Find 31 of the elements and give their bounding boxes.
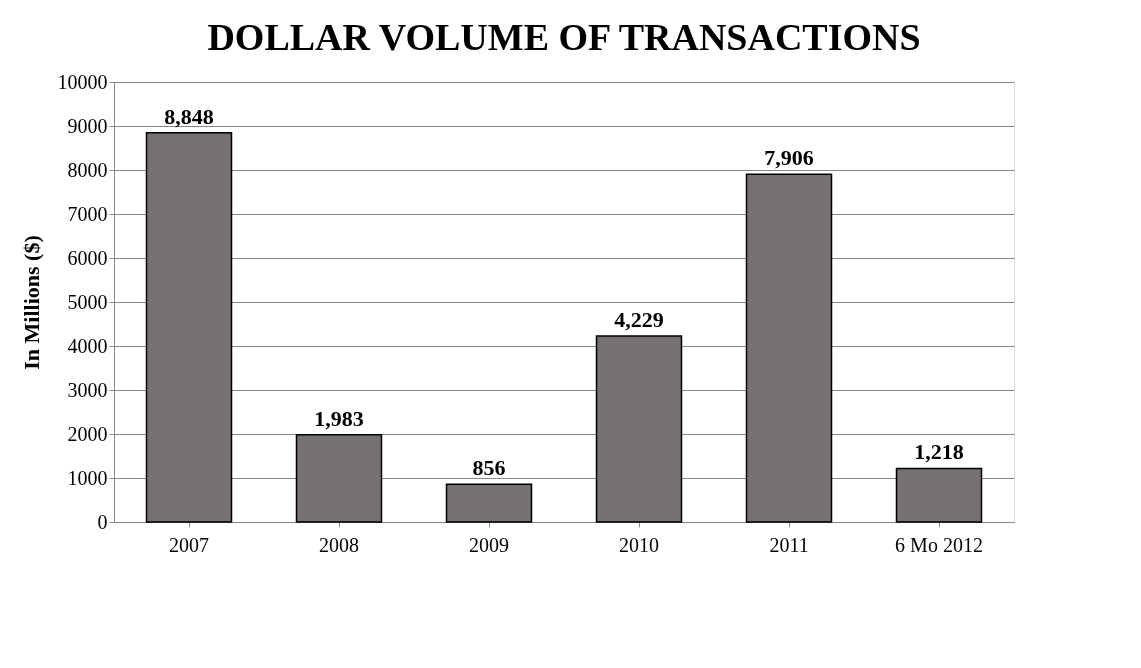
bar <box>445 483 533 523</box>
x-tick-label: 2010 <box>619 533 659 556</box>
y-tick-label: 10000 <box>57 70 108 93</box>
x-tick-label: 2009 <box>469 533 509 556</box>
x-tick-label: 2007 <box>169 533 209 556</box>
data-label: 1,983 <box>314 405 364 431</box>
y-tick-label: 0 <box>97 510 108 533</box>
bar <box>595 335 683 523</box>
bar <box>145 131 233 523</box>
y-tick-label: 8000 <box>67 158 108 181</box>
bar <box>745 173 833 523</box>
x-tick-label: 2008 <box>319 533 359 556</box>
data-label: 856 <box>472 455 506 481</box>
y-tick-label: 3000 <box>67 378 108 401</box>
data-label: 1,218 <box>914 439 964 465</box>
x-tick-label: 6 Mo 2012 <box>895 533 983 556</box>
y-tick-label: 5000 <box>67 290 108 313</box>
chart-title: DOLLAR VOLUME OF TRANSACTIONS <box>207 16 921 58</box>
data-label: 4,229 <box>614 306 664 332</box>
bar <box>295 434 383 523</box>
y-tick-label: 4000 <box>67 334 108 357</box>
y-tick-label: 2000 <box>67 422 108 445</box>
bar <box>895 467 983 523</box>
y-tick-label: 1000 <box>67 466 108 489</box>
y-tick-label: 9000 <box>67 114 108 137</box>
y-axis-title: In Millions ($) <box>18 235 44 370</box>
data-label: 8,848 <box>164 103 214 129</box>
data-label: 7,906 <box>764 145 814 171</box>
x-tick-label: 2011 <box>769 533 809 556</box>
y-tick-label: 6000 <box>67 246 108 269</box>
y-tick-label: 7000 <box>67 202 108 225</box>
